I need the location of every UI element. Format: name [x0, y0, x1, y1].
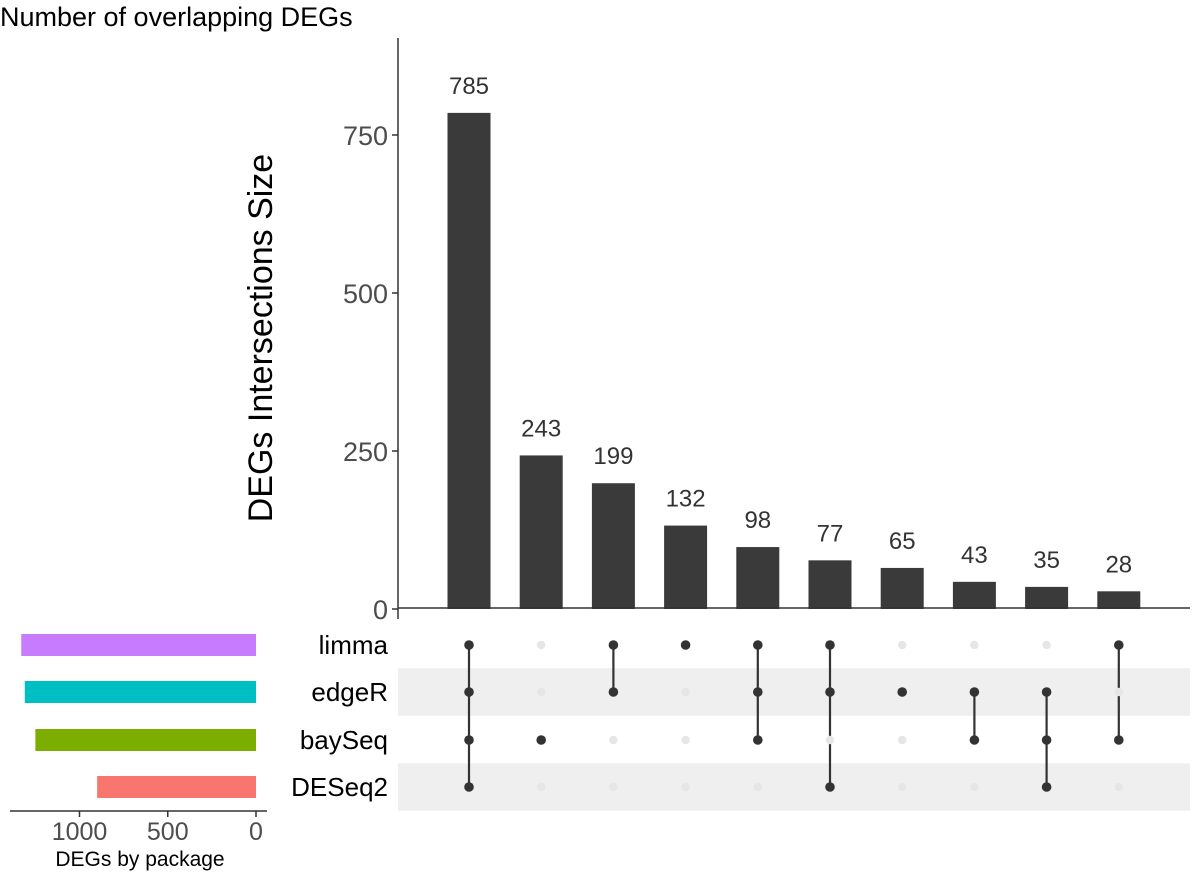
y-tick-label: 250	[343, 437, 388, 467]
matrix-dot-filled	[1114, 735, 1124, 745]
set-size-bar	[21, 634, 256, 656]
intersection-bar	[519, 455, 563, 609]
set-name-label: DESeq2	[291, 772, 388, 802]
bar-value-label: 35	[1033, 547, 1060, 574]
intersection-bar	[808, 560, 852, 609]
set-size-bars	[21, 634, 257, 798]
matrix-dot-filled	[1041, 782, 1052, 792]
set-names: limma edgeR baySeq DESeq2	[291, 630, 388, 802]
matrix-dot-filled	[825, 640, 835, 650]
matrix-dot-filled	[897, 687, 907, 697]
matrix-dot-empty	[1114, 687, 1124, 697]
matrix-dot-filled	[608, 687, 619, 697]
set-size-tick-label: 1000	[52, 818, 108, 846]
matrix-dot-empty	[537, 782, 546, 792]
matrix-dot-empty	[1042, 640, 1051, 650]
y-axis: DEGs Intersections Size 0 250 500 750	[242, 38, 1190, 625]
matrix-dot-filled	[1114, 640, 1124, 650]
set-size-tick-label: 500	[147, 818, 189, 846]
matrix-background	[398, 668, 1190, 811]
intersection-bar	[736, 547, 780, 609]
matrix-dot-empty	[970, 782, 979, 792]
y-tick-label: 500	[343, 279, 388, 309]
set-size-bar	[24, 681, 256, 703]
matrix-dot-filled	[1041, 735, 1052, 745]
matrix-dot-filled	[464, 782, 474, 792]
bar-value-label: 28	[1105, 551, 1132, 578]
chart-title: Number of overlapping DEGs	[0, 2, 353, 32]
set-size-tick-label: 0	[249, 818, 263, 846]
set-size-axis: DEGs by package 1000 500 0	[10, 810, 267, 871]
intersection-bar	[1025, 586, 1069, 609]
bar-value-label: 785	[449, 73, 489, 100]
matrix-dot-empty	[898, 735, 907, 745]
intersection-bar	[1097, 591, 1141, 609]
matrix-dot-filled	[825, 782, 835, 792]
matrix-row-stripe	[398, 763, 1190, 811]
matrix-dot-filled	[464, 735, 474, 745]
bar-value-label: 65	[889, 528, 916, 555]
set-size-bar	[35, 729, 256, 751]
matrix-dot-filled	[969, 687, 980, 697]
y-tick-label: 0	[373, 595, 388, 625]
matrix-row-stripe	[398, 668, 1190, 716]
bar-value-label: 199	[593, 443, 633, 470]
y-axis-label: DEGs Intersections Size	[242, 154, 280, 522]
set-name-label: limma	[319, 630, 389, 660]
intersection-bar	[447, 112, 491, 609]
matrix-dot-empty	[609, 735, 618, 745]
matrix-dot-empty	[537, 687, 546, 697]
matrix-dot-filled	[753, 687, 763, 697]
matrix-dot-filled	[753, 640, 763, 650]
bar-value-label: 77	[817, 520, 844, 547]
matrix-dot-empty	[898, 640, 907, 650]
matrix-dot-empty	[681, 735, 690, 745]
intersection-matrix	[464, 640, 1124, 792]
matrix-dot-filled	[464, 640, 474, 650]
matrix-dot-filled	[608, 640, 619, 650]
matrix-dot-empty	[970, 640, 979, 650]
matrix-dot-empty	[898, 782, 907, 792]
matrix-dot-empty	[825, 735, 835, 745]
intersection-bar	[591, 483, 635, 609]
value-labels: 785 243 199 132 98 77 65 43 35 28	[449, 73, 1132, 578]
matrix-dot-filled	[1041, 687, 1052, 697]
set-name-label: baySeq	[300, 725, 388, 755]
y-tick-label: 750	[343, 121, 388, 151]
matrix-dot-empty	[681, 687, 690, 697]
matrix-dot-filled	[536, 735, 546, 745]
matrix-dot-filled	[753, 735, 763, 745]
matrix-dot-empty	[681, 782, 690, 792]
matrix-dot-filled	[680, 640, 691, 650]
intersection-bar	[952, 581, 996, 609]
matrix-dot-filled	[825, 687, 835, 697]
matrix-dot-filled	[969, 735, 980, 745]
bar-value-label: 132	[666, 486, 706, 513]
matrix-dot-empty	[609, 782, 618, 792]
bar-value-label: 243	[521, 415, 561, 442]
intersection-bars	[447, 112, 1141, 609]
set-size-axis-label: DEGs by package	[55, 848, 224, 871]
bar-value-label: 98	[744, 507, 771, 534]
set-name-label: edgeR	[311, 677, 388, 707]
matrix-dot-empty	[753, 782, 762, 792]
intersection-bar	[880, 567, 924, 609]
intersection-bar	[664, 525, 708, 609]
matrix-dot-empty	[537, 640, 546, 650]
set-size-bar	[97, 776, 257, 798]
matrix-dot-filled	[464, 687, 474, 697]
bar-value-label: 43	[961, 542, 988, 569]
matrix-dot-empty	[1114, 782, 1124, 792]
